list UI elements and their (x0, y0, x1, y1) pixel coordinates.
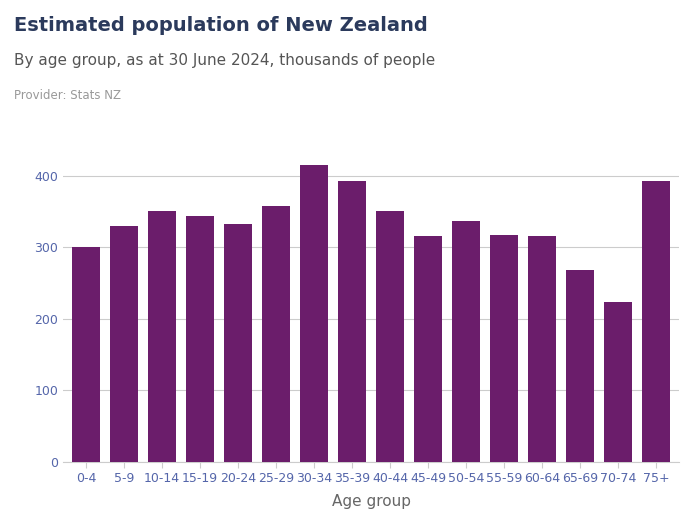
Bar (414, 236, 442, 462)
Bar (604, 302, 632, 462)
Text: figure.nz: figure.nz (592, 16, 676, 34)
Bar (337, 181, 366, 462)
Bar (300, 165, 328, 462)
X-axis label: Age group: Age group (332, 494, 410, 509)
Bar (528, 236, 556, 462)
Bar (110, 226, 138, 462)
Text: Estimated population of New Zealand: Estimated population of New Zealand (14, 16, 428, 35)
Bar (566, 270, 594, 462)
Bar (376, 212, 405, 462)
Bar (642, 181, 671, 462)
Bar (490, 235, 518, 462)
Bar (186, 216, 214, 462)
Bar (262, 206, 290, 462)
Text: Provider: Stats NZ: Provider: Stats NZ (14, 89, 121, 102)
Bar (148, 212, 176, 462)
Text: By age group, as at 30 June 2024, thousands of people: By age group, as at 30 June 2024, thousa… (14, 52, 435, 68)
Bar (71, 247, 100, 462)
Bar (452, 220, 480, 462)
Bar (224, 224, 252, 462)
